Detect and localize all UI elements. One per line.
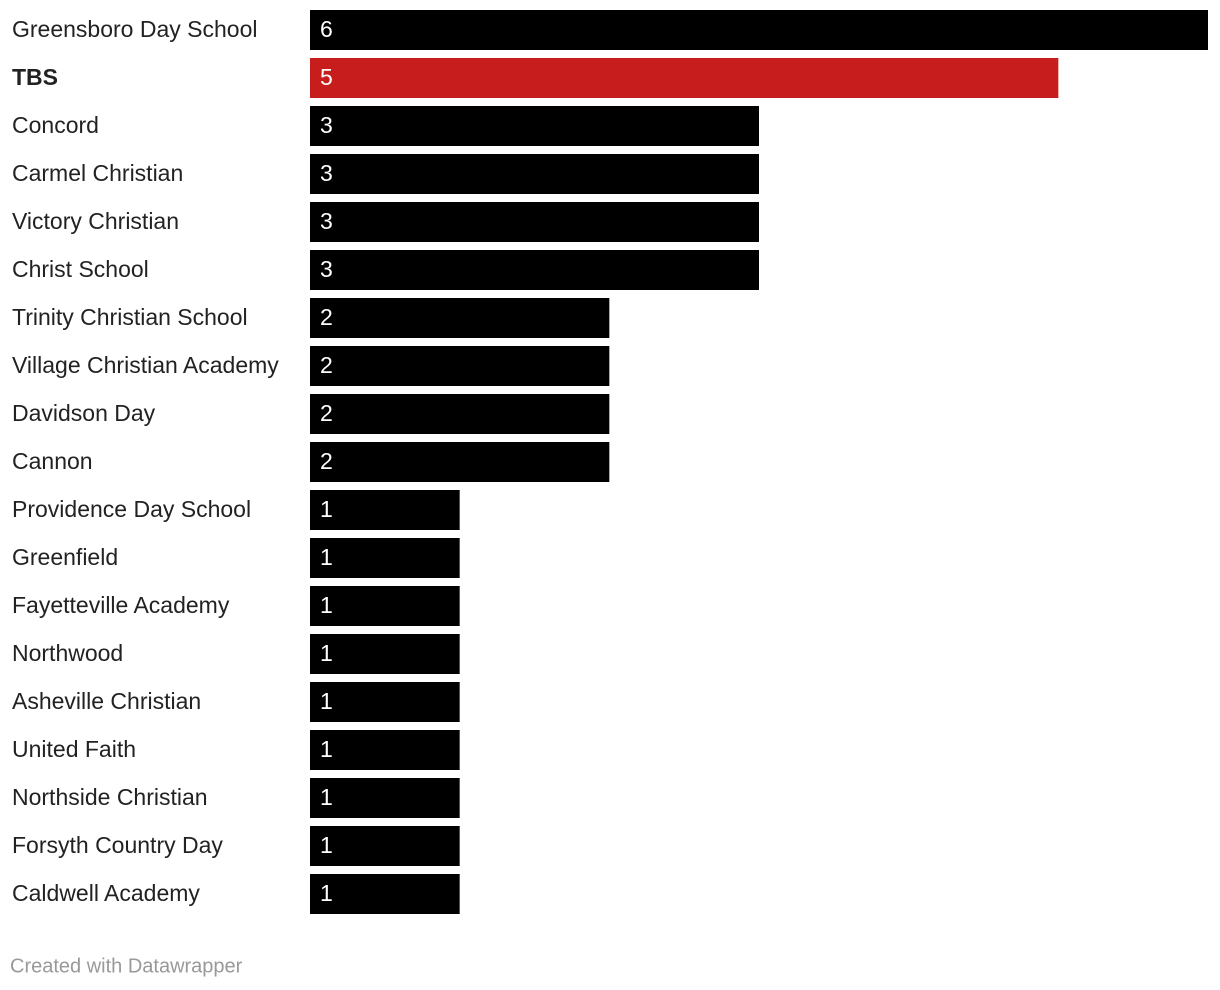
value-label: 6 [320, 16, 333, 42]
value-label: 1 [320, 784, 333, 810]
category-label: Victory Christian [12, 208, 179, 234]
value-label: 1 [320, 640, 333, 666]
value-label: 1 [320, 688, 333, 714]
category-label: Concord [12, 112, 99, 138]
category-label: Providence Day School [12, 496, 251, 522]
value-label: 5 [320, 64, 333, 90]
bar [310, 58, 1059, 98]
category-label: Trinity Christian School [12, 304, 248, 330]
value-label: 2 [320, 304, 333, 330]
value-label: 3 [320, 160, 333, 186]
value-label: 1 [320, 592, 333, 618]
bar [310, 634, 460, 674]
category-label: United Faith [12, 736, 136, 762]
category-label: Northwood [12, 640, 123, 666]
value-label: 1 [320, 832, 333, 858]
category-label: TBS [12, 64, 58, 90]
category-label: Greenfield [12, 544, 118, 570]
bar [310, 202, 759, 242]
bar [310, 106, 759, 146]
category-label: Cannon [12, 448, 93, 474]
bar [310, 874, 460, 914]
bar [310, 682, 460, 722]
bar [310, 346, 610, 386]
category-label: Davidson Day [12, 400, 156, 426]
value-label: 2 [320, 448, 333, 474]
category-label: Forsyth Country Day [12, 832, 223, 858]
value-label: 3 [320, 208, 333, 234]
bar [310, 442, 610, 482]
value-label: 3 [320, 112, 333, 138]
category-label: Village Christian Academy [12, 352, 279, 378]
value-label: 3 [320, 256, 333, 282]
value-label: 1 [320, 544, 333, 570]
value-label: 2 [320, 400, 333, 426]
category-label: Northside Christian [12, 784, 208, 810]
category-label: Asheville Christian [12, 688, 201, 714]
bar [310, 250, 759, 290]
category-label: Carmel Christian [12, 160, 183, 186]
bar [310, 826, 460, 866]
bar [310, 778, 460, 818]
value-label: 2 [320, 352, 333, 378]
bar [310, 490, 460, 530]
category-label: Caldwell Academy [12, 880, 200, 906]
bar [310, 10, 1208, 50]
value-label: 1 [320, 496, 333, 522]
bar [310, 730, 460, 770]
category-label: Greensboro Day School [12, 16, 257, 42]
value-label: 1 [320, 880, 333, 906]
category-label: Fayetteville Academy [12, 592, 230, 618]
bar [310, 298, 610, 338]
footer: Created with Datawrapper [10, 955, 243, 977]
bar [310, 394, 610, 434]
bar [310, 538, 460, 578]
bar [310, 154, 759, 194]
value-label: 1 [320, 736, 333, 762]
bar [310, 586, 460, 626]
category-label: Christ School [12, 256, 149, 282]
